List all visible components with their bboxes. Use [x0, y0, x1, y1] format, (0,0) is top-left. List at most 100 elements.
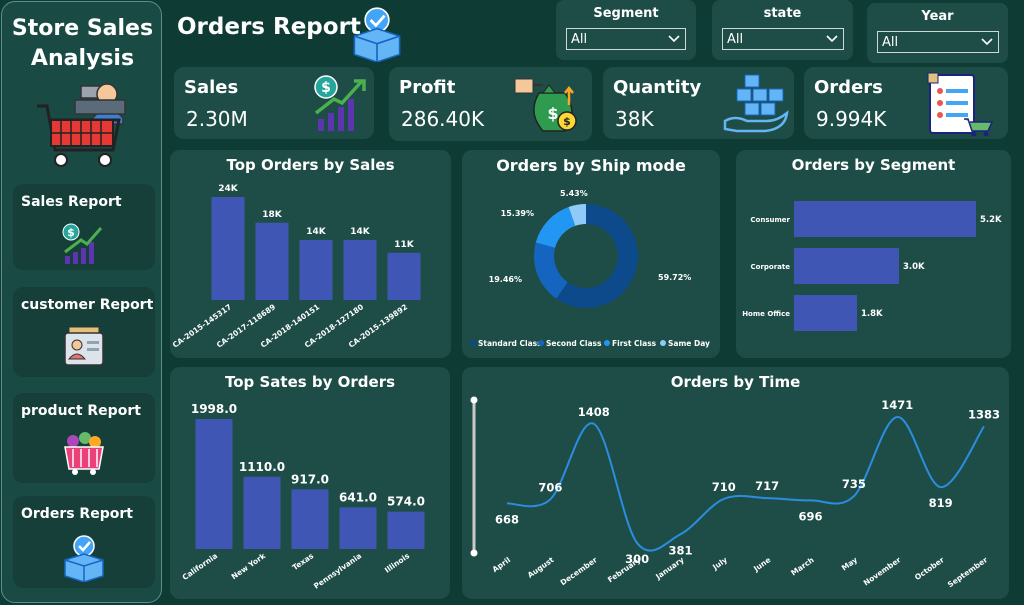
kpi-orders-card: Orders 9.994K — [804, 67, 1008, 139]
donut-slice — [534, 242, 568, 299]
bar — [387, 252, 421, 300]
slice-label: 19.46% — [489, 275, 522, 284]
data-label: 5.2K — [980, 215, 1002, 225]
data-label: 24K — [218, 184, 239, 194]
zoom-slider-handle — [470, 549, 478, 557]
svg-text:$: $ — [563, 115, 571, 128]
category-label: September — [946, 555, 989, 589]
data-label: 1998.0 — [191, 402, 237, 416]
orders-time-chart-title: Orders by Time — [670, 373, 801, 391]
slice-label: 15.39% — [501, 209, 534, 218]
kpi-sales-label: Sales — [184, 77, 239, 98]
kpi-quantity-card: Quantity 38K — [603, 67, 794, 139]
data-label: 14K — [306, 227, 327, 237]
year-dropdown[interactable]: All — [877, 31, 999, 53]
nav-product-report-label: product Report — [21, 403, 141, 419]
donut-slice — [535, 206, 576, 248]
nav-sales-report[interactable]: Sales Report $ — [13, 184, 155, 270]
category-label: Home Office — [742, 310, 790, 318]
data-label: 14K — [350, 227, 371, 237]
bar — [794, 201, 976, 237]
data-label: 641.0 — [339, 490, 377, 504]
order-box-icon — [353, 7, 401, 62]
data-label: 11K — [394, 240, 415, 250]
top-states-chart: Top Sates by Orders 1998.0 California 1110… — [170, 367, 450, 599]
bar — [343, 239, 377, 300]
top-orders-chart-title: Top Orders by Sales — [226, 156, 395, 174]
segment-slicer: Segment All — [556, 0, 696, 60]
bar — [291, 489, 329, 549]
money-bag-icon: $ $ — [514, 78, 577, 132]
app-title-line2: Analysis — [30, 46, 135, 71]
data-label: 917.0 — [291, 472, 329, 486]
data-label: 3.0K — [903, 262, 925, 272]
kpi-orders-value: 9.994K — [816, 107, 887, 131]
bar — [211, 197, 245, 300]
svg-text:$: $ — [547, 104, 558, 123]
sales-growth-icon: $ — [314, 75, 366, 131]
legend-label: First Class — [612, 339, 657, 348]
year-slicer-label: Year — [921, 9, 954, 24]
bar — [243, 476, 281, 549]
data-label: 18K — [262, 210, 283, 220]
page-title: Orders Report — [177, 14, 361, 40]
category-label: October — [913, 555, 946, 582]
legend-label: Second Class — [546, 339, 602, 348]
nav-product-report[interactable]: product Report — [13, 393, 155, 483]
nav-customer-report-label: customer Report — [21, 297, 154, 313]
data-label: 1408 — [578, 405, 610, 419]
data-label: 717 — [755, 479, 779, 493]
app-title: Store Sales Analysis — [2, 14, 163, 74]
category-label: Corporate — [751, 263, 791, 271]
bar — [195, 419, 233, 549]
category-label: December — [559, 555, 599, 587]
data-label: 1110.0 — [239, 460, 285, 474]
app-title-line1: Store Sales — [11, 16, 154, 41]
series-line — [506, 416, 985, 552]
data-label: 710 — [712, 480, 736, 494]
ship-mode-chart: Orders by Ship mode 59.72% 19.46% 15.39% 5.… — [462, 150, 720, 358]
boxes-hand-icon — [723, 74, 789, 133]
state-slicer: state All — [712, 0, 853, 60]
category-label: July — [710, 555, 729, 572]
category-label: April — [491, 555, 513, 574]
nav-customer-report[interactable]: customer Report — [13, 287, 155, 377]
data-label: 735 — [842, 477, 866, 491]
data-label: 574.0 — [387, 495, 425, 509]
kpi-sales-value: 2.30M — [186, 107, 248, 131]
data-label: 381 — [668, 543, 692, 557]
donut-slice — [568, 204, 586, 226]
bar — [255, 222, 289, 300]
donut-slice — [556, 204, 638, 308]
legend-marker — [604, 340, 610, 346]
top-orders-chart: Top Orders by Sales 24K CA-2015-145317 18K… — [170, 150, 451, 358]
customer-card-icon — [64, 326, 104, 366]
data-label: 668 — [495, 512, 519, 526]
top-orders-bar-chart: 24KCA-2015-14531718KCA-2017-11868914KCA-… — [171, 184, 421, 350]
legend-marker — [470, 340, 476, 346]
category-label: May — [840, 555, 859, 572]
orders-time-chart: Orders by Time 668 April 706 August 1408 Dece… — [462, 367, 1009, 599]
legend-marker — [660, 340, 666, 346]
category-label: March — [789, 555, 815, 577]
sales-growth-icon: $ — [62, 223, 103, 264]
svg-text:$: $ — [321, 80, 331, 96]
chevron-down-icon — [981, 38, 993, 46]
segment-dropdown-value: All — [571, 32, 588, 47]
nav-orders-report-label: Orders Report — [21, 506, 133, 522]
category-label: Texas — [291, 551, 316, 572]
data-label: 1.8K — [861, 309, 883, 319]
kpi-orders-label: Orders — [814, 77, 883, 98]
legend-label: Standard Class — [478, 339, 542, 348]
segment-dropdown[interactable]: All — [566, 28, 686, 50]
bar — [339, 507, 377, 549]
ship-mode-chart-title: Orders by Ship mode — [496, 156, 686, 175]
product-basket-icon — [64, 432, 104, 475]
chevron-down-icon — [668, 35, 680, 43]
category-label: Pennsylvania — [312, 551, 363, 591]
segment-bar-chart: Consumer 5.2K Corporate 3.0K Home Office 1.8K — [742, 201, 1002, 331]
segment-chart-title: Orders by Segment — [791, 156, 956, 174]
state-dropdown[interactable]: All — [722, 28, 844, 50]
nav-orders-report[interactable]: Orders Report — [13, 496, 155, 588]
kpi-sales-card: Sales 2.30M $ — [174, 67, 374, 139]
